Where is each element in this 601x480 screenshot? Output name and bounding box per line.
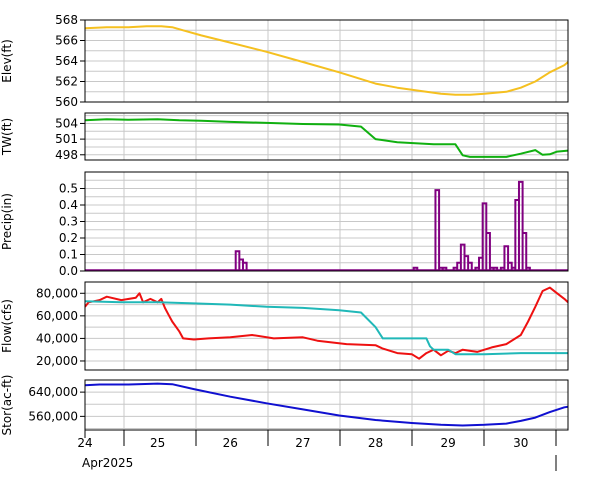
y-tick-label: 60,000 (36, 309, 78, 323)
x-tick-label: 29 (441, 436, 456, 450)
x-tick-label: 25 (150, 436, 165, 450)
x-tick-label: 26 (223, 436, 238, 450)
panel-4: 560,000 640,000 Stor(ac-ft) (0, 375, 569, 436)
y-tick-label: 564 (55, 54, 78, 68)
series-group (85, 382, 568, 427)
x-tick-label: 27 (295, 436, 310, 450)
panel-frame (84, 281, 569, 371)
panel-frame (84, 19, 569, 103)
x-tick-label: 24 (77, 436, 92, 450)
y-tick-label: 0.0 (59, 264, 78, 278)
y-axis-title: Precip(in) (0, 193, 14, 250)
panel-3: 20,000 40,000 60,000 80,000 Flow(cfs) (0, 281, 569, 371)
precip-bars (234, 180, 531, 271)
y-tick-label: 0.5 (59, 182, 78, 196)
y-tick-label: 0.3 (59, 215, 78, 229)
y-tick-label: 504 (55, 116, 78, 130)
y-tick-label: 560,000 (28, 409, 78, 423)
series-group (85, 286, 568, 360)
x-tick-label: 28 (368, 436, 383, 450)
y-tick-label: 0.2 (59, 231, 78, 245)
y-tick-label: 80,000 (36, 286, 78, 300)
series-line-0 (85, 382, 568, 427)
series-group (85, 118, 568, 158)
series-line-0 (85, 25, 568, 96)
y-tick-label: 498 (55, 148, 78, 162)
y-tick-label: 568 (55, 13, 78, 27)
y-axis-title: TW(ft) (0, 118, 14, 156)
y-tick-label: 501 (55, 132, 78, 146)
y-tick-label: 640,000 (28, 385, 78, 399)
series-group (85, 180, 568, 271)
series-line-0 (85, 286, 568, 360)
panel-2: 0.0 0.1 0.2 0.3 0.4 0.5 Precip(in) (0, 171, 569, 278)
y-tick-label: 560 (55, 95, 78, 109)
panel-frame (84, 379, 569, 431)
y-tick-label: 0.1 (59, 248, 78, 262)
panel-frame (84, 171, 569, 272)
y-axis-title: Elev(ft) (0, 39, 14, 82)
x-tick-label: 30 (513, 436, 528, 450)
series-group (85, 25, 568, 96)
panel-0: 560 562 564 566 568 Elev(ft) (0, 13, 569, 109)
y-axis-title: Flow(cfs) (0, 299, 14, 353)
series-line-0 (85, 118, 568, 158)
panel-1: 498 501 504 TW(ft) (0, 112, 569, 162)
y-tick-label: 0.4 (59, 198, 78, 212)
y-tick-label: 566 (55, 34, 78, 48)
y-tick-label: 40,000 (36, 331, 78, 345)
series-line-1 (85, 300, 568, 356)
panel-frame (84, 112, 569, 161)
y-tick-label: 562 (55, 75, 78, 89)
y-tick-label: 20,000 (36, 354, 78, 368)
y-axis-title: Stor(ac-ft) (0, 375, 14, 436)
x-axis: 24 25 26 27 28 29 30 Apr2025 (77, 429, 568, 471)
month-label: Apr2025 (82, 456, 133, 470)
